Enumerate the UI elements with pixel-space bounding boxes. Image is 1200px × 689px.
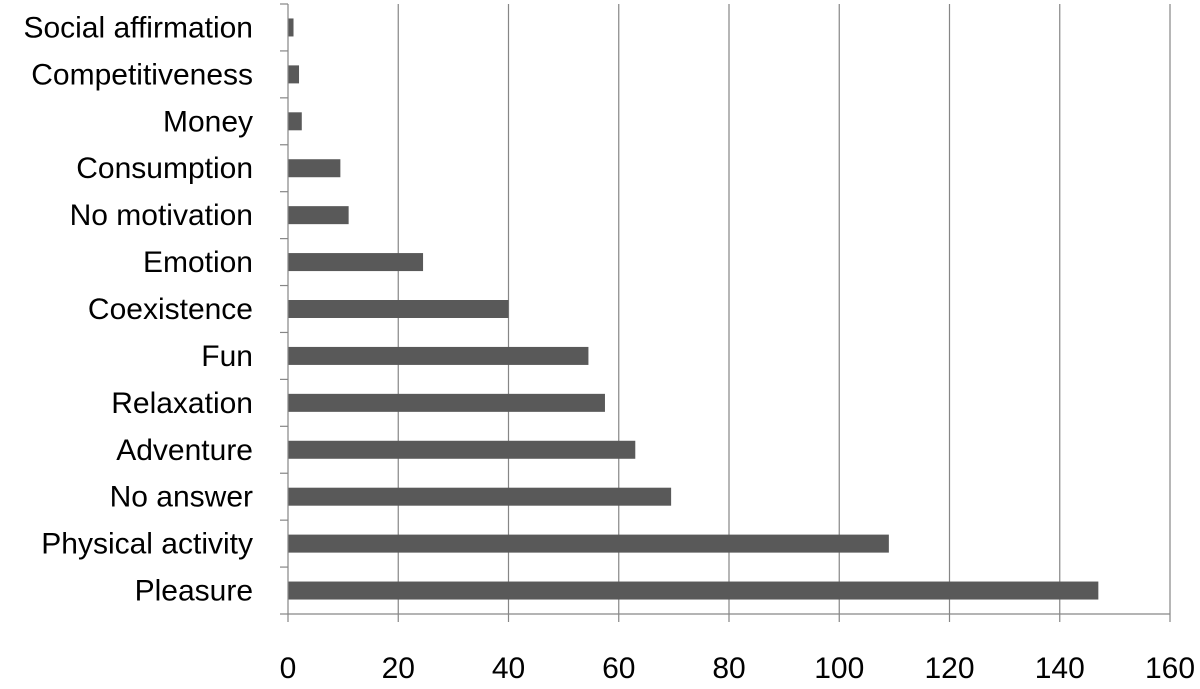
- x-tick-label: 80: [712, 652, 745, 684]
- bar-emotion: [288, 253, 424, 272]
- category-label: No motivation: [70, 199, 253, 232]
- x-tick-label: 60: [602, 652, 635, 684]
- category-label: Emotion: [143, 246, 253, 279]
- bar-pleasure: [288, 581, 1099, 600]
- category-label: Consumption: [76, 152, 253, 185]
- bar-no-answer: [288, 487, 672, 506]
- category-label: Money: [163, 105, 253, 138]
- category-labels: Social affirmation Competitiveness Money Co…: [23, 11, 253, 607]
- bars: [288, 18, 1099, 600]
- category-label: Competitiveness: [31, 58, 253, 91]
- bar-no-motivation: [288, 206, 349, 225]
- x-tick-label: 160: [1145, 652, 1195, 684]
- category-label: Adventure: [116, 434, 253, 467]
- bar-social-affirmation: [288, 18, 294, 37]
- bar-competitiveness: [288, 65, 300, 84]
- bar-physical-activity: [288, 534, 889, 553]
- category-label: Fun: [201, 340, 253, 373]
- bar-consumption: [288, 159, 341, 178]
- x-tick-label: 100: [814, 652, 864, 684]
- category-label: No answer: [110, 481, 253, 514]
- x-tick-labels: 0 20 40 60 80 100 120 140 160: [280, 652, 1195, 685]
- x-tick-label: 140: [1035, 652, 1085, 684]
- x-tick-label: 20: [382, 652, 415, 684]
- axes: [280, 3, 1171, 622]
- bar-adventure: [288, 440, 636, 459]
- bar-fun: [288, 346, 589, 365]
- bar-coexistence: [288, 300, 509, 318]
- bar-relaxation: [288, 393, 605, 412]
- gridlines: [397, 4, 1171, 614]
- category-label: Coexistence: [88, 293, 253, 326]
- category-label: Social affirmation: [23, 11, 253, 44]
- category-label: Pleasure: [135, 575, 253, 608]
- x-tick-label: 120: [924, 652, 974, 684]
- x-tick-label: 40: [492, 652, 525, 684]
- x-tick-label: 0: [280, 652, 297, 684]
- category-label: Relaxation: [111, 387, 253, 420]
- bar-money: [288, 112, 302, 131]
- category-label: Physical activity: [41, 528, 253, 561]
